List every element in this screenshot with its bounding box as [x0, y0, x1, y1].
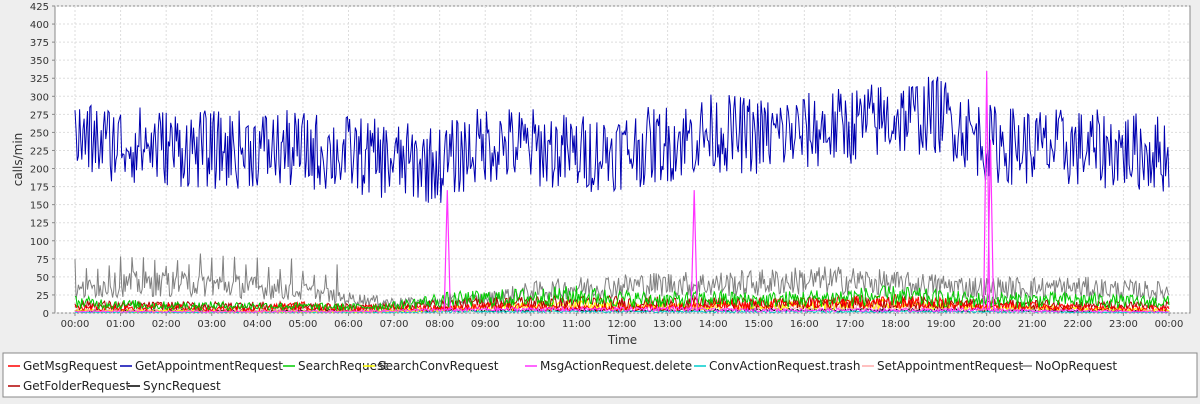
x-tick-label: 23:00: [1109, 319, 1138, 330]
y-tick-label: 375: [30, 38, 49, 49]
x-tick-label: 00:00: [1155, 319, 1184, 330]
x-tick-label: 09:00: [471, 319, 500, 330]
x-tick-label: 15:00: [744, 319, 773, 330]
y-tick-label: 175: [30, 183, 49, 194]
x-tick-label: 06:00: [334, 319, 363, 330]
legend-label: SyncRequest: [143, 379, 221, 393]
x-tick-label: 13:00: [653, 319, 682, 330]
legend-label: SearchConvRequest: [378, 359, 499, 373]
y-tick-label: 100: [30, 237, 49, 248]
y-tick-label: 200: [30, 165, 49, 176]
x-tick-label: 22:00: [1063, 319, 1092, 330]
x-tick-label: 21:00: [1018, 319, 1047, 330]
y-tick-label: 275: [30, 110, 49, 121]
y-tick-label: 150: [30, 201, 49, 212]
spike-marker: [690, 190, 698, 310]
x-tick-label: 20:00: [972, 319, 1001, 330]
legend-label: SearchRequest: [298, 359, 388, 373]
x-tick-label: 05:00: [289, 319, 318, 330]
series-line-searchrequest: [74, 285, 1170, 313]
x-tick-label: 14:00: [699, 319, 728, 330]
x-tick-label: 08:00: [425, 319, 454, 330]
x-tick-label: 07:00: [380, 319, 409, 330]
x-tick-label: 10:00: [516, 319, 545, 330]
x-axis-label: Time: [607, 333, 637, 347]
y-tick-label: 225: [30, 146, 49, 157]
y-tick-label: 0: [43, 309, 49, 320]
x-tick-label: 16:00: [790, 319, 819, 330]
legend-label: GetFolderRequest: [23, 379, 131, 393]
x-tick-label: 04:00: [243, 319, 272, 330]
y-tick-label: 25: [36, 291, 49, 302]
y-tick-label: 400: [30, 20, 49, 31]
x-tick-label: 18:00: [881, 319, 910, 330]
series-line-getappointmentrequest: [74, 76, 1170, 203]
series-line-getmsgrequest: [74, 294, 1170, 313]
x-tick-label: 11:00: [562, 319, 591, 330]
y-tick-label: 125: [30, 219, 49, 230]
x-tick-label: 00:00: [61, 319, 90, 330]
legend-box: [2, 352, 1198, 398]
x-tick-label: 03:00: [197, 319, 226, 330]
y-tick-label: 75: [36, 255, 49, 266]
x-tick-label: 17:00: [836, 319, 865, 330]
legend-label: MsgActionRequest.delete: [540, 359, 692, 373]
x-tick-label: 01:00: [106, 319, 135, 330]
legend-label: NoOpRequest: [1035, 359, 1117, 373]
legend-label: GetAppointmentRequest: [135, 359, 283, 373]
y-tick-label: 250: [30, 128, 49, 139]
series-line-msgactionrequest-delete: [74, 304, 1170, 314]
x-tick-label: 12:00: [608, 319, 637, 330]
y-tick-label: 325: [30, 74, 49, 85]
y-axis-label: calls/min: [11, 133, 25, 187]
legend-label: GetMsgRequest: [23, 359, 118, 373]
y-tick-label: 300: [30, 92, 49, 103]
y-tick-label: 50: [36, 273, 49, 284]
x-tick-label: 19:00: [927, 319, 956, 330]
legend-label: ConvActionRequest.trash: [709, 359, 860, 373]
y-tick-label: 350: [30, 56, 49, 67]
legend-label: SetAppointmentRequest: [877, 359, 1024, 373]
spike-marker: [443, 190, 451, 310]
x-tick-label: 02:00: [152, 319, 181, 330]
spike-marker: [986, 139, 995, 310]
y-tick-label: 425: [30, 2, 49, 13]
